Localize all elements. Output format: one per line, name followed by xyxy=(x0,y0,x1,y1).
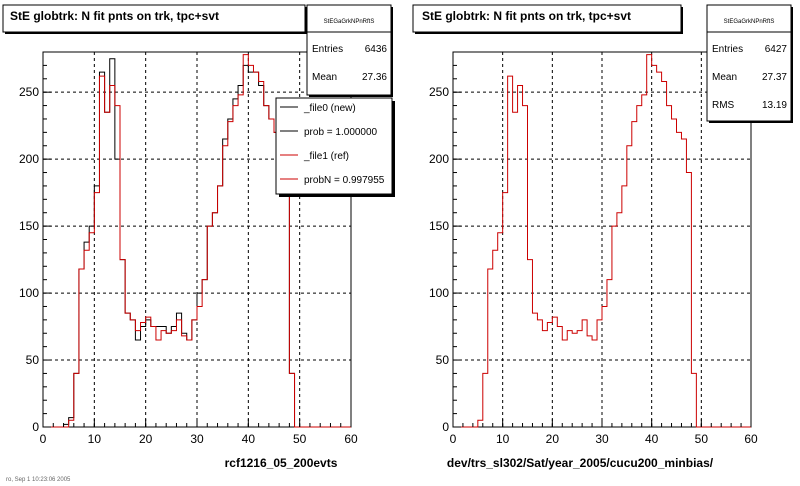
x-tick-label: 30 xyxy=(595,432,609,446)
stats-entries-label: Entries xyxy=(712,44,743,55)
stats-mean-label: Mean xyxy=(312,72,337,83)
stats-entries-value: 6427 xyxy=(765,44,788,55)
legend-entry-label: prob = 1.000000 xyxy=(304,127,378,138)
x-tick-label: 0 xyxy=(450,432,457,446)
y-tick-label: 100 xyxy=(19,286,39,300)
stats-title: StEGaGrkNPnRftS xyxy=(324,19,375,25)
title-box xyxy=(412,4,682,33)
x-tick-label: 40 xyxy=(645,432,659,446)
x-tick-label: 50 xyxy=(293,432,307,446)
chart-title: StE globtrk: N fit pnts on trk, tpc+svt xyxy=(10,9,219,23)
stats-mean-label: Mean xyxy=(712,72,737,83)
legend-entries: _file0 (new) prob = 1.000000 _file1 (ref) p… xyxy=(280,103,385,186)
y-tick-label: 200 xyxy=(19,152,39,166)
stats-rms-label: RMS xyxy=(712,100,735,111)
y-tick-label: 250 xyxy=(429,85,449,99)
x-tick-label: 20 xyxy=(546,432,560,446)
y-tick-label: 50 xyxy=(26,353,40,367)
y-tick-label: 50 xyxy=(436,353,450,367)
y-tick-label: 150 xyxy=(429,219,449,233)
legend-entry-label: probN = 0.997955 xyxy=(304,175,385,186)
stats-box xyxy=(306,4,392,96)
x-tick-label: 20 xyxy=(139,432,153,446)
x-axis-label: dev/trs_sl302/Sat/year_2005/cucu200_minb… xyxy=(447,456,714,470)
stats-title: StEGaGrkNPnRftS xyxy=(724,19,775,25)
histogram-series-1 xyxy=(453,54,751,428)
x-tick-label: 60 xyxy=(744,432,758,446)
x-tick-label: 60 xyxy=(344,432,358,446)
x-tick-label: 0 xyxy=(40,432,47,446)
x-axis-label: rcf1216_05_200evts xyxy=(225,456,338,470)
legend-entry-label: _file1 (ref) xyxy=(303,151,349,162)
stats-entries-label: Entries xyxy=(312,44,343,55)
chart-panel-1: _file0 (new) prob = 1.000000 _file1 (ref) p… xyxy=(2,4,395,428)
legend-box xyxy=(275,97,393,195)
legend-entry-label: _file0 (new) xyxy=(303,103,356,114)
x-tick-label: 40 xyxy=(242,432,256,446)
x-tick-label: 30 xyxy=(190,432,204,446)
stats-box xyxy=(706,4,792,122)
chart-title: StE globtrk: N fit pnts on trk, tpc+svt xyxy=(422,9,631,23)
x-tick-label: 10 xyxy=(496,432,510,446)
footer-stamp: ro, Sep 1 10:23:06 2005 xyxy=(6,477,71,483)
stats-rms-value: 13.19 xyxy=(762,100,787,111)
y-tick-label: 250 xyxy=(19,85,39,99)
y-tick-label: 200 xyxy=(429,152,449,166)
stats-mean-value: 27.36 xyxy=(362,72,387,83)
title-box xyxy=(2,4,306,33)
stats-mean-value: 27.37 xyxy=(762,72,787,83)
y-tick-label: 0 xyxy=(32,420,39,434)
y-tick-label: 150 xyxy=(19,219,39,233)
stats-entries-value: 6436 xyxy=(365,44,388,55)
y-tick-label: 0 xyxy=(442,420,449,434)
chart-panel-2 xyxy=(412,4,793,428)
x-tick-label: 50 xyxy=(695,432,709,446)
y-tick-label: 100 xyxy=(429,286,449,300)
x-tick-label: 10 xyxy=(88,432,102,446)
